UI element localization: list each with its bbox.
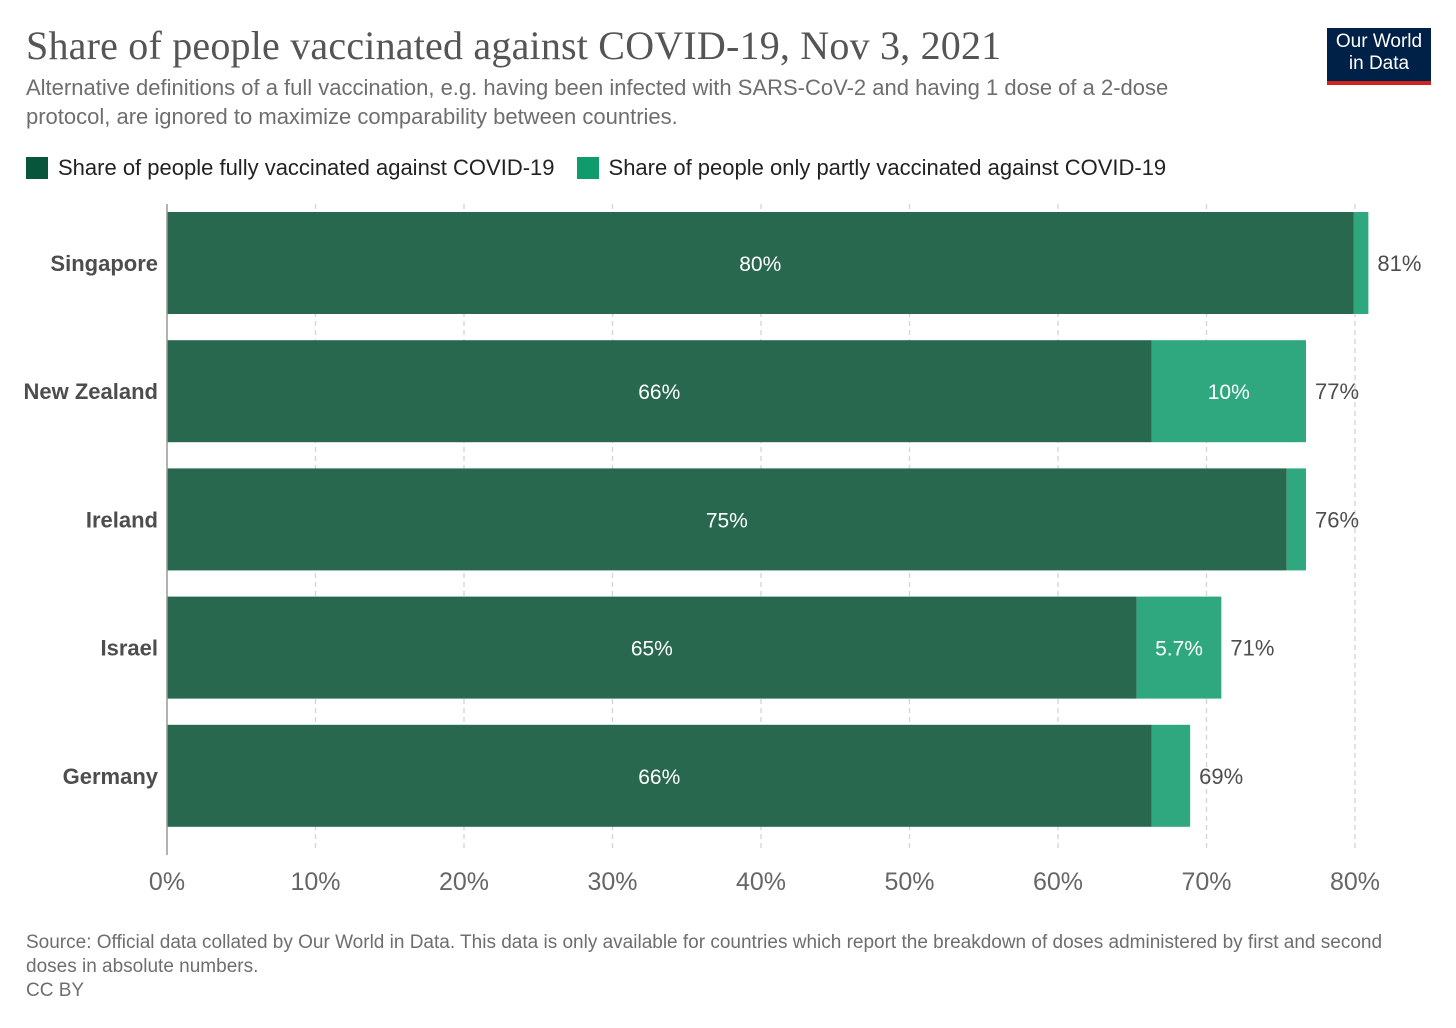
x-tick-label: 0%: [149, 868, 185, 896]
category-label: Germany: [63, 764, 159, 789]
bar-partial-germany: [1151, 724, 1191, 827]
data-label-partial: 5.7%: [1155, 638, 1203, 661]
bar-full-israel: [167, 596, 1137, 699]
data-label-total: 76%: [1315, 507, 1359, 532]
bar-partial-singapore: [1353, 212, 1369, 314]
category-label: Ireland: [86, 507, 158, 532]
data-label-full: 80%: [739, 253, 781, 276]
data-label-total: 77%: [1315, 379, 1359, 404]
x-tick-label: 80%: [1330, 868, 1380, 896]
legend-item-partial[interactable]: Share of people only partly vaccinated a…: [576, 155, 1167, 181]
bars: [167, 212, 1369, 827]
source-note: Source: Official data collated by Our Wo…: [26, 932, 1383, 977]
data-label-total: 69%: [1199, 764, 1243, 789]
category-label: Israel: [101, 636, 159, 661]
data-label-full: 66%: [638, 766, 680, 789]
labels: Singapore 80% 81% New Zealand 66% 10% 77% Irela…: [24, 251, 1422, 789]
x-axis: 0% 10% 20% 30% 40% 50% 60% 70% 80%: [149, 204, 1380, 896]
logo-line-2: in Data: [1348, 53, 1410, 74]
data-label-total: 71%: [1230, 636, 1274, 661]
legend: Share of people fully vaccinated against…: [26, 155, 1188, 181]
chart-title: Share of people vaccinated against COVID…: [26, 23, 1002, 68]
data-label-partial: 10%: [1208, 381, 1250, 404]
legend-label-full: Share of people fully vaccinated against…: [58, 155, 555, 180]
bar-full-germany: [167, 724, 1152, 827]
legend-swatch-full: [26, 157, 48, 179]
license-link[interactable]: CC BY: [26, 980, 85, 1001]
x-tick-label: 50%: [884, 868, 934, 896]
bar-partial-israel: [1136, 596, 1222, 699]
category-label: New Zealand: [24, 379, 158, 404]
chart-subtitle: Alternative definitions of a full vaccin…: [26, 75, 1169, 129]
data-label-full: 65%: [631, 638, 673, 661]
bar-partial-new-zealand: [1151, 340, 1306, 443]
x-tick-label: 60%: [1033, 868, 1083, 896]
x-tick-label: 20%: [439, 868, 489, 896]
data-label-full: 75%: [706, 509, 748, 532]
bar-full-singapore: [167, 212, 1354, 314]
data-label-full: 66%: [638, 381, 680, 404]
legend-item-full[interactable]: Share of people fully vaccinated against…: [26, 155, 555, 181]
owid-logo[interactable]: Our World in Data: [1327, 28, 1431, 85]
bar-partial-ireland: [1286, 468, 1306, 571]
x-tick-label: 30%: [587, 868, 637, 896]
legend-label-partial: Share of people only partly vaccinated a…: [608, 155, 1167, 180]
data-label-total: 81%: [1377, 251, 1421, 276]
logo-line-1: Our World: [1335, 31, 1423, 52]
bar-full-ireland: [167, 468, 1287, 571]
legend-swatch-partial: [576, 157, 599, 179]
x-tick-label: 10%: [290, 868, 340, 896]
x-tick-label: 70%: [1181, 868, 1231, 896]
footer: Source: Official data collated by Our Wo…: [26, 931, 1406, 1003]
bar-full-new-zealand: [167, 340, 1152, 443]
x-tick-label: 40%: [736, 868, 786, 896]
category-label: Singapore: [50, 251, 158, 276]
